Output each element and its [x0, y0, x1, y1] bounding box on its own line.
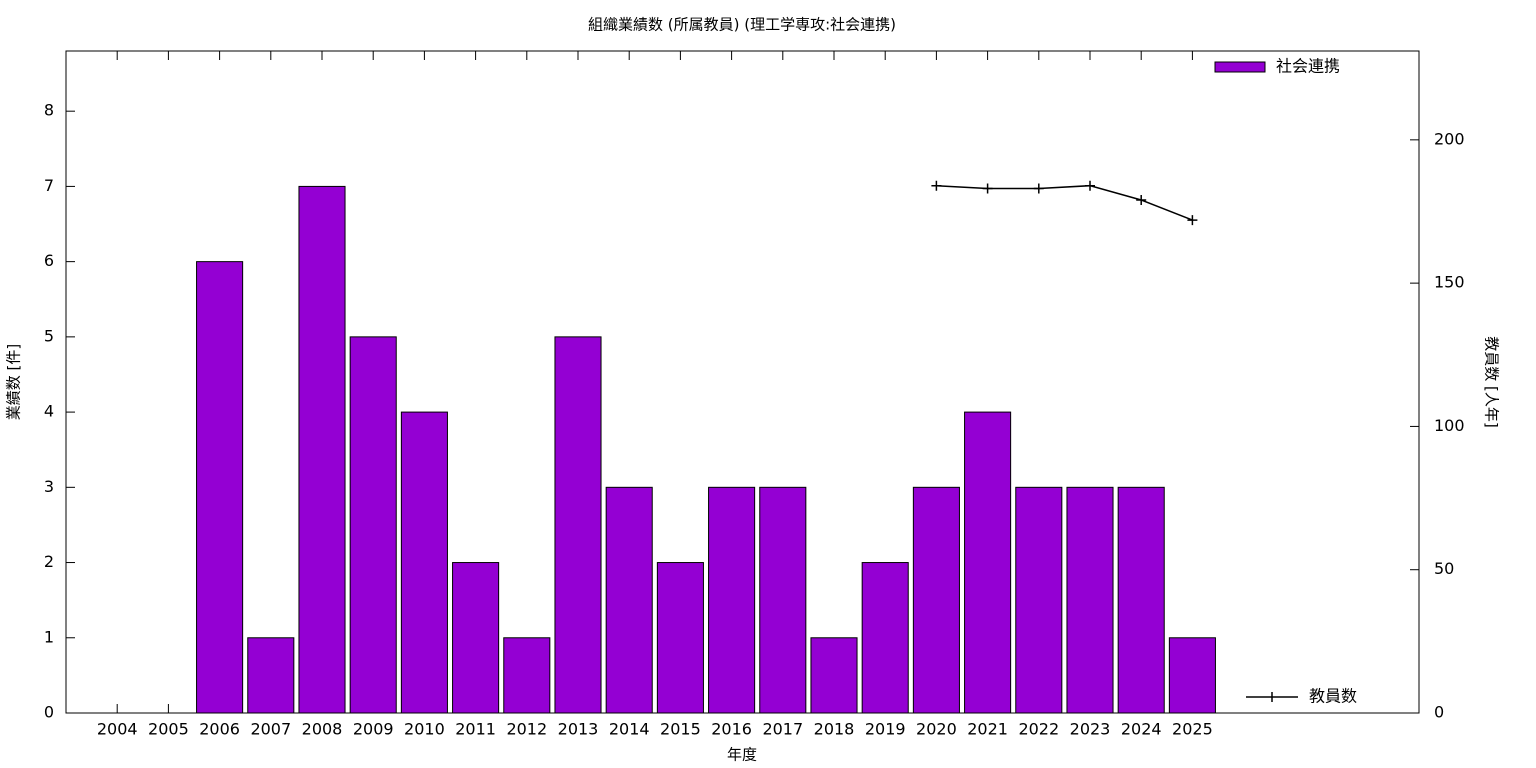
- x-axis-label: 年度: [727, 746, 757, 764]
- x-tick-label: 2012: [506, 720, 547, 739]
- y-axis-label: 業績数 [件]: [5, 344, 23, 420]
- legend-swatch: [1214, 61, 1266, 73]
- y2-tick-label: 100: [1434, 416, 1465, 435]
- x-tick-label: 2009: [353, 720, 394, 739]
- bar: [1066, 486, 1114, 714]
- bar: [1117, 486, 1165, 714]
- chart-title: 組織業績数 (所属教員) (理工学専攻:社会連携): [588, 16, 896, 34]
- x-tick-label: 2008: [302, 720, 343, 739]
- bar: [298, 185, 346, 714]
- x-tick-label: 2020: [916, 720, 957, 739]
- x-tick-label: 2022: [1018, 720, 1059, 739]
- x-tick-label: 2011: [455, 720, 496, 739]
- x-tick-label: 2018: [814, 720, 855, 739]
- bar: [349, 336, 397, 714]
- bar: [810, 637, 858, 714]
- bar: [1015, 486, 1063, 714]
- y2-tick-label: 0: [1434, 703, 1444, 722]
- legend-label: 社会連携: [1276, 57, 1340, 76]
- x-tick-label: 2006: [199, 720, 240, 739]
- bar: [503, 637, 551, 714]
- point: [1033, 183, 1044, 194]
- legend-swatch: [1246, 692, 1298, 702]
- bar: [400, 411, 448, 714]
- line: [936, 184, 1193, 221]
- y-tick-label: 3: [44, 477, 54, 496]
- y2-tick-label: 50: [1434, 559, 1454, 578]
- bar: [759, 486, 807, 714]
- bar: [247, 637, 295, 714]
- x-tick-label: 2010: [404, 720, 445, 739]
- y-tick-label: 2: [44, 552, 54, 571]
- point: [931, 180, 942, 191]
- bar: [861, 562, 909, 714]
- bar: [708, 486, 756, 714]
- y-tick-label: 0: [44, 703, 54, 722]
- point: [1136, 195, 1147, 206]
- x-tick-label: 2024: [1121, 720, 1162, 739]
- bar: [452, 562, 500, 714]
- bar: [196, 261, 244, 714]
- bar: [554, 336, 602, 714]
- x-tick-label: 2015: [660, 720, 701, 739]
- point: [1187, 215, 1198, 226]
- x-tick-label: 2021: [967, 720, 1008, 739]
- point: [1085, 180, 1095, 191]
- bar: [656, 562, 704, 714]
- y2-tick-label: 150: [1434, 273, 1465, 292]
- bar: [605, 486, 653, 714]
- bar: [1168, 637, 1216, 714]
- y-tick-label: 7: [44, 176, 54, 195]
- y2-axis-label: 教員数 [人年]: [1483, 336, 1501, 427]
- y-tick-label: 1: [44, 627, 54, 646]
- x-tick-label: 2007: [250, 720, 291, 739]
- y-tick-label: 8: [44, 101, 54, 120]
- y2-tick-label: 200: [1434, 129, 1465, 148]
- x-tick-label: 2023: [1070, 720, 1111, 739]
- x-tick-label: 2014: [609, 720, 650, 739]
- x-tick-label: 2013: [558, 720, 599, 739]
- y-tick-label: 5: [44, 326, 54, 345]
- x-tick-label: 2017: [762, 720, 803, 739]
- legend-label: 教員数: [1309, 687, 1357, 706]
- x-tick-label: 2025: [1172, 720, 1213, 739]
- x-tick-label: 2004: [97, 720, 138, 739]
- x-tick-label: 2016: [711, 720, 752, 739]
- y-tick-label: 6: [44, 251, 54, 270]
- bar: [964, 411, 1012, 714]
- x-tick-label: 2019: [865, 720, 906, 739]
- point: [982, 183, 993, 194]
- x-tick-label: 2005: [148, 720, 189, 739]
- bar: [912, 486, 960, 714]
- y-tick-label: 4: [44, 402, 54, 421]
